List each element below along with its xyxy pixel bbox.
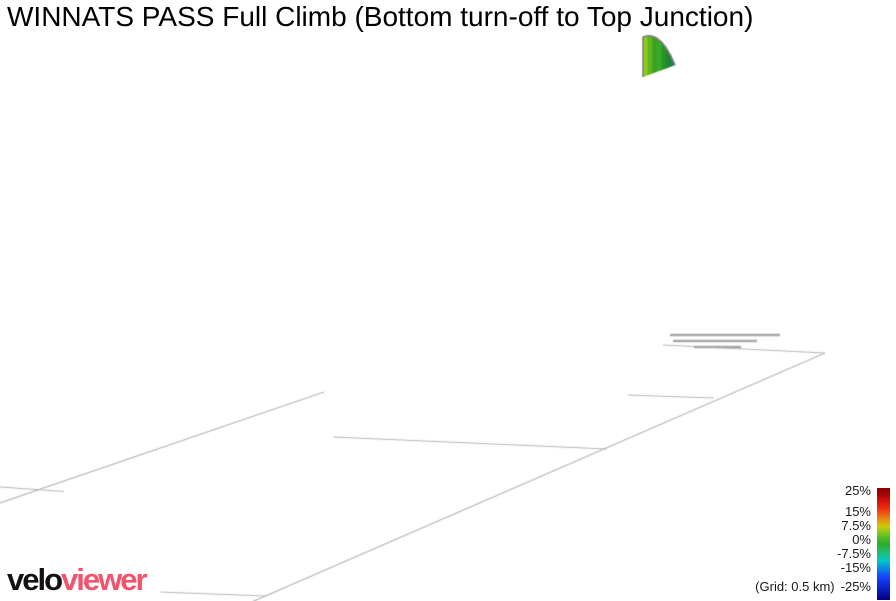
gradient-legend-bar [877, 488, 890, 600]
legend-grid-note: (Grid: 0.5 km) [755, 579, 835, 594]
brand-logo[interactable]: veloviewer [7, 562, 148, 597]
legend-label: (Grid: 0.5 km) -25% [755, 579, 871, 594]
brand-logo-velo: velo [7, 562, 63, 597]
brand-logo-viewer: viewer [61, 562, 148, 597]
legend-label: 0% [852, 532, 871, 547]
legend-label: -7.5% [837, 546, 871, 561]
legend-label: 7.5% [841, 518, 871, 533]
legend-label: -15% [840, 560, 871, 575]
page-title: WINNATS PASS Full Climb (Bottom turn-off… [7, 1, 754, 32]
legend-label: 25% [844, 483, 871, 498]
legend-label: 15% [844, 504, 871, 519]
